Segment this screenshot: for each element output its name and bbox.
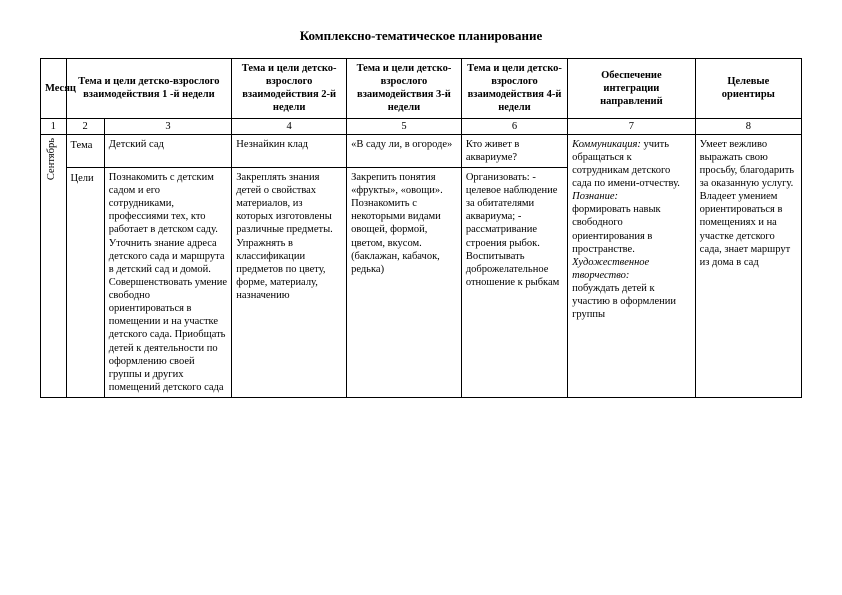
celi-w3: Закрепить понятия «фрукты», «овощи». Поз…: [347, 167, 462, 397]
month-cell: Сентябрь: [41, 134, 67, 397]
tema-w2: Незнайкин клад: [232, 134, 347, 167]
int-h-label: Художественное творчество:: [572, 257, 649, 281]
tema-w4: Кто живет в аквариуме?: [461, 134, 567, 167]
header-orient: Целевые ориентиры: [695, 59, 801, 119]
orient-cell: Умеет вежливо выражать свою просьбу, бла…: [695, 134, 801, 397]
colnum-7: 7: [568, 118, 696, 134]
colnum-6: 6: [461, 118, 567, 134]
int-h-text: побуждать детей к участию в оформлении г…: [572, 283, 676, 320]
header-week2: Тема и цели детско-взрослого взаимодейст…: [232, 59, 347, 119]
header-month: Месяц: [41, 59, 67, 119]
header-week1: Тема и цели детско-взрослого взаимодейст…: [66, 59, 232, 119]
int-k-label: Коммуникация:: [572, 139, 641, 150]
celi-w2: Закреплять знания детей о свойствах мате…: [232, 167, 347, 397]
celi-w1: Познакомить с детским садом и его сотруд…: [104, 167, 232, 397]
month-label: Сентябрь: [45, 138, 58, 180]
header-week4: Тема и цели детско-взрослого взаимодейст…: [461, 59, 567, 119]
colnum-8: 8: [695, 118, 801, 134]
celi-w4: Организовать: - целевое наблюдение за об…: [461, 167, 567, 397]
tema-w1: Детский сад: [104, 134, 232, 167]
colnum-1: 1: [41, 118, 67, 134]
colnum-3: 3: [104, 118, 232, 134]
planning-table: Месяц Тема и цели детско-взрослого взаим…: [40, 58, 802, 398]
row-label-celi: Цели: [66, 167, 104, 397]
int-p-text: формировать навык свободного ориентирова…: [572, 204, 661, 254]
colnum-5: 5: [347, 118, 462, 134]
tema-w3: «В саду ли, в огороде»: [347, 134, 462, 167]
header-integration: Обеспечение интеграции направлений: [568, 59, 696, 119]
colnum-2: 2: [66, 118, 104, 134]
int-p-label: Познание:: [572, 191, 618, 202]
header-week3: Тема и цели детско-взрослого взаимодейст…: [347, 59, 462, 119]
colnum-4: 4: [232, 118, 347, 134]
row-label-tema: Тема: [66, 134, 104, 167]
page-title: Комплексно-тематическое планирование: [40, 28, 802, 44]
integration-cell: Коммуникация: учить обращаться к сотрудн…: [568, 134, 696, 397]
